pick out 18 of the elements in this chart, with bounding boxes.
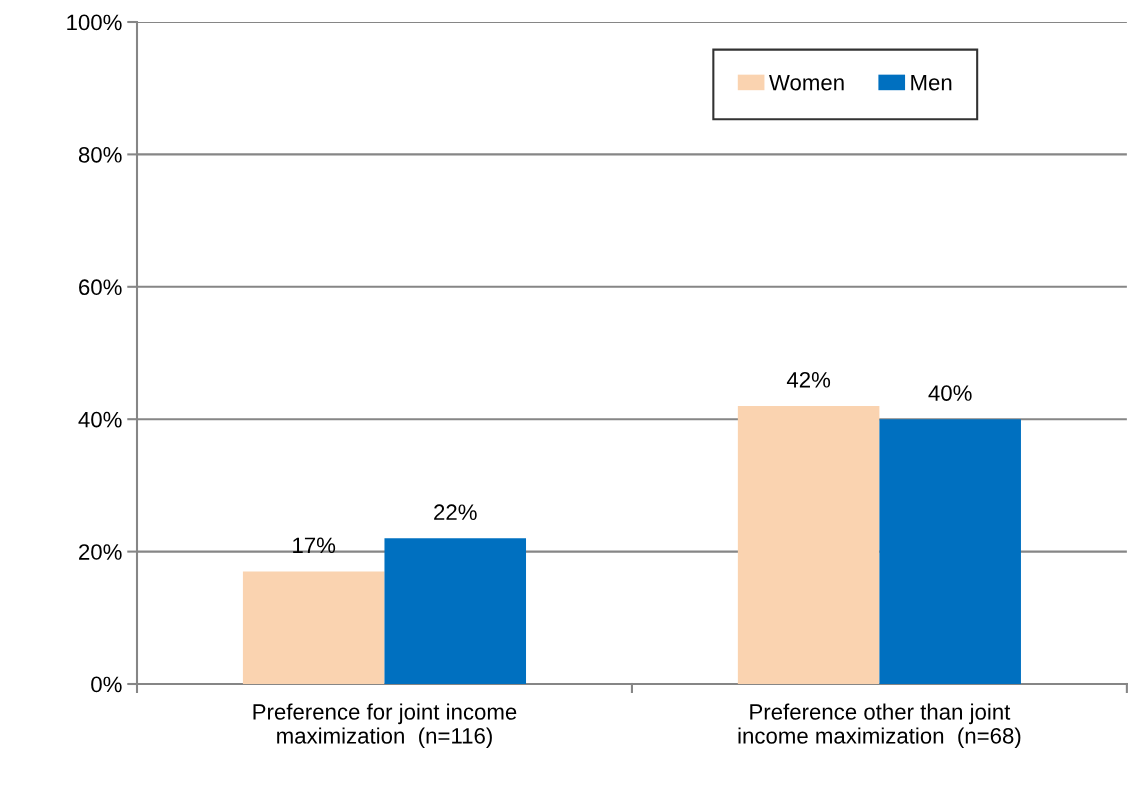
bar	[737, 405, 880, 684]
x-tick-label: Preference other than joint income maximization (n=68)	[738, 703, 1021, 749]
y-tick-label: 40%	[78, 411, 122, 428]
bar	[384, 538, 527, 684]
y-tick-label: 60%	[79, 279, 122, 296]
data-label: 40%	[928, 385, 972, 401]
bar	[242, 571, 385, 684]
data-label: 42%	[786, 371, 831, 388]
y-tick-label: 100%	[67, 14, 122, 31]
y-tick-label: 0%	[91, 676, 122, 693]
x-tick-label: Preference for joint income maximization (n=116)	[253, 703, 517, 749]
y-tick-label: 20%	[79, 544, 122, 560]
bar	[879, 419, 1021, 684]
legend-label: Men	[911, 74, 952, 91]
y-tick-label: 80%	[78, 146, 122, 163]
data-label: 17%	[293, 537, 336, 554]
data-label: 22%	[434, 504, 477, 520]
legend-label: Women	[768, 74, 844, 91]
